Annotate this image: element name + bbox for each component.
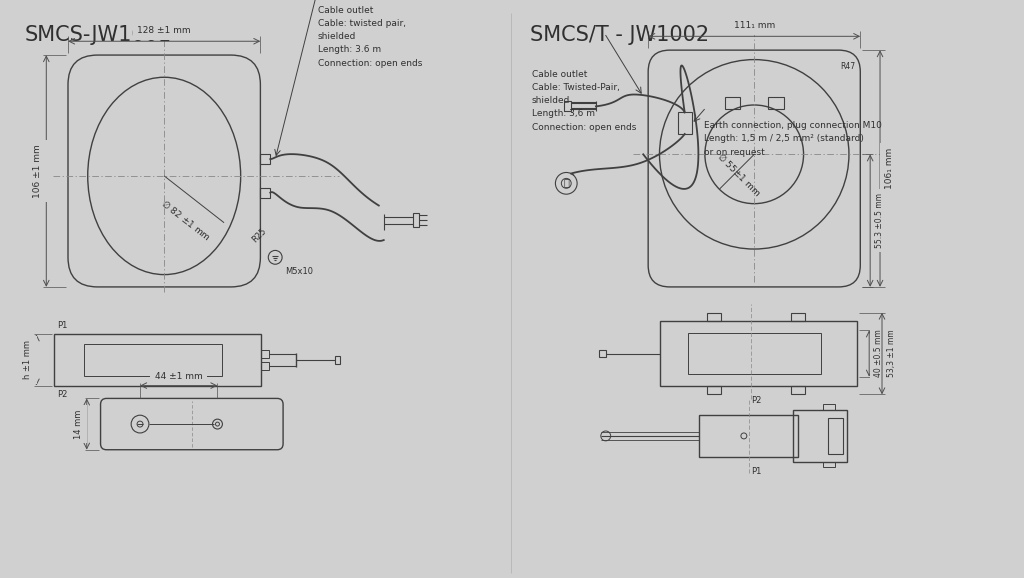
- Bar: [792, 313, 805, 321]
- Text: SMCS/T - JW1002: SMCS/T - JW1002: [529, 25, 709, 46]
- Bar: [564, 101, 571, 112]
- Text: R47: R47: [841, 62, 855, 71]
- Text: P1: P1: [57, 321, 68, 331]
- Bar: [792, 386, 805, 394]
- Text: 40 ±0.5 mm: 40 ±0.5 mm: [874, 329, 883, 377]
- Bar: [699, 415, 798, 457]
- Text: Earth connection, plug connection M10
Length: 1,5 m / 2,5 mm² (standard)
or on r: Earth connection, plug connection M10 Le…: [705, 121, 883, 157]
- Text: $\varnothing$ 82 ±1 mm: $\varnothing$ 82 ±1 mm: [160, 198, 213, 243]
- Text: 128 ±1 mm: 128 ±1 mm: [137, 27, 191, 35]
- Bar: [260, 188, 270, 198]
- Text: 111₁ mm: 111₁ mm: [733, 21, 775, 31]
- Bar: [688, 334, 821, 374]
- Bar: [708, 313, 721, 321]
- Bar: [260, 154, 270, 164]
- Bar: [336, 356, 340, 364]
- Bar: [725, 97, 740, 109]
- Bar: [54, 334, 261, 386]
- Text: Cable outlet
Cable: twisted pair,
shielded
Length: 3.6 m
Connection: open ends: Cable outlet Cable: twisted pair, shield…: [317, 6, 422, 68]
- Bar: [708, 386, 721, 394]
- Bar: [261, 350, 269, 358]
- Bar: [660, 321, 857, 386]
- Text: SMCS-JW1001: SMCS-JW1001: [25, 25, 172, 46]
- Bar: [768, 97, 783, 109]
- Text: P2: P2: [751, 397, 761, 405]
- Bar: [261, 362, 269, 370]
- Bar: [823, 405, 835, 410]
- Text: P2: P2: [57, 390, 68, 399]
- Text: Cable outlet
Cable: Twisted-Pair,
shielded
Length: 3,6 m
Connection: open ends: Cable outlet Cable: Twisted-Pair, shield…: [531, 70, 636, 132]
- Bar: [414, 213, 419, 227]
- Text: 14 mm: 14 mm: [74, 409, 83, 439]
- Bar: [678, 112, 691, 134]
- Text: 44 ±1 mm: 44 ±1 mm: [155, 372, 203, 381]
- Text: h ±1 mm: h ±1 mm: [24, 340, 33, 379]
- Bar: [827, 418, 843, 454]
- Text: 55.3 ±0.5 mm: 55.3 ±0.5 mm: [876, 193, 884, 248]
- Bar: [84, 344, 222, 376]
- Text: P1: P1: [751, 466, 761, 476]
- Text: $\varnothing$ 55±1 mm: $\varnothing$ 55±1 mm: [715, 150, 763, 198]
- Text: 106₁ mm: 106₁ mm: [885, 148, 894, 189]
- Text: 106 ±1 mm: 106 ±1 mm: [34, 144, 42, 198]
- Text: R25: R25: [251, 227, 268, 244]
- Bar: [823, 462, 835, 468]
- Text: 53,3 ±1 mm: 53,3 ±1 mm: [887, 329, 896, 377]
- Bar: [794, 410, 848, 462]
- Text: M5x10: M5x10: [285, 267, 313, 276]
- Text: ⏚: ⏚: [563, 177, 569, 187]
- Bar: [599, 350, 606, 357]
